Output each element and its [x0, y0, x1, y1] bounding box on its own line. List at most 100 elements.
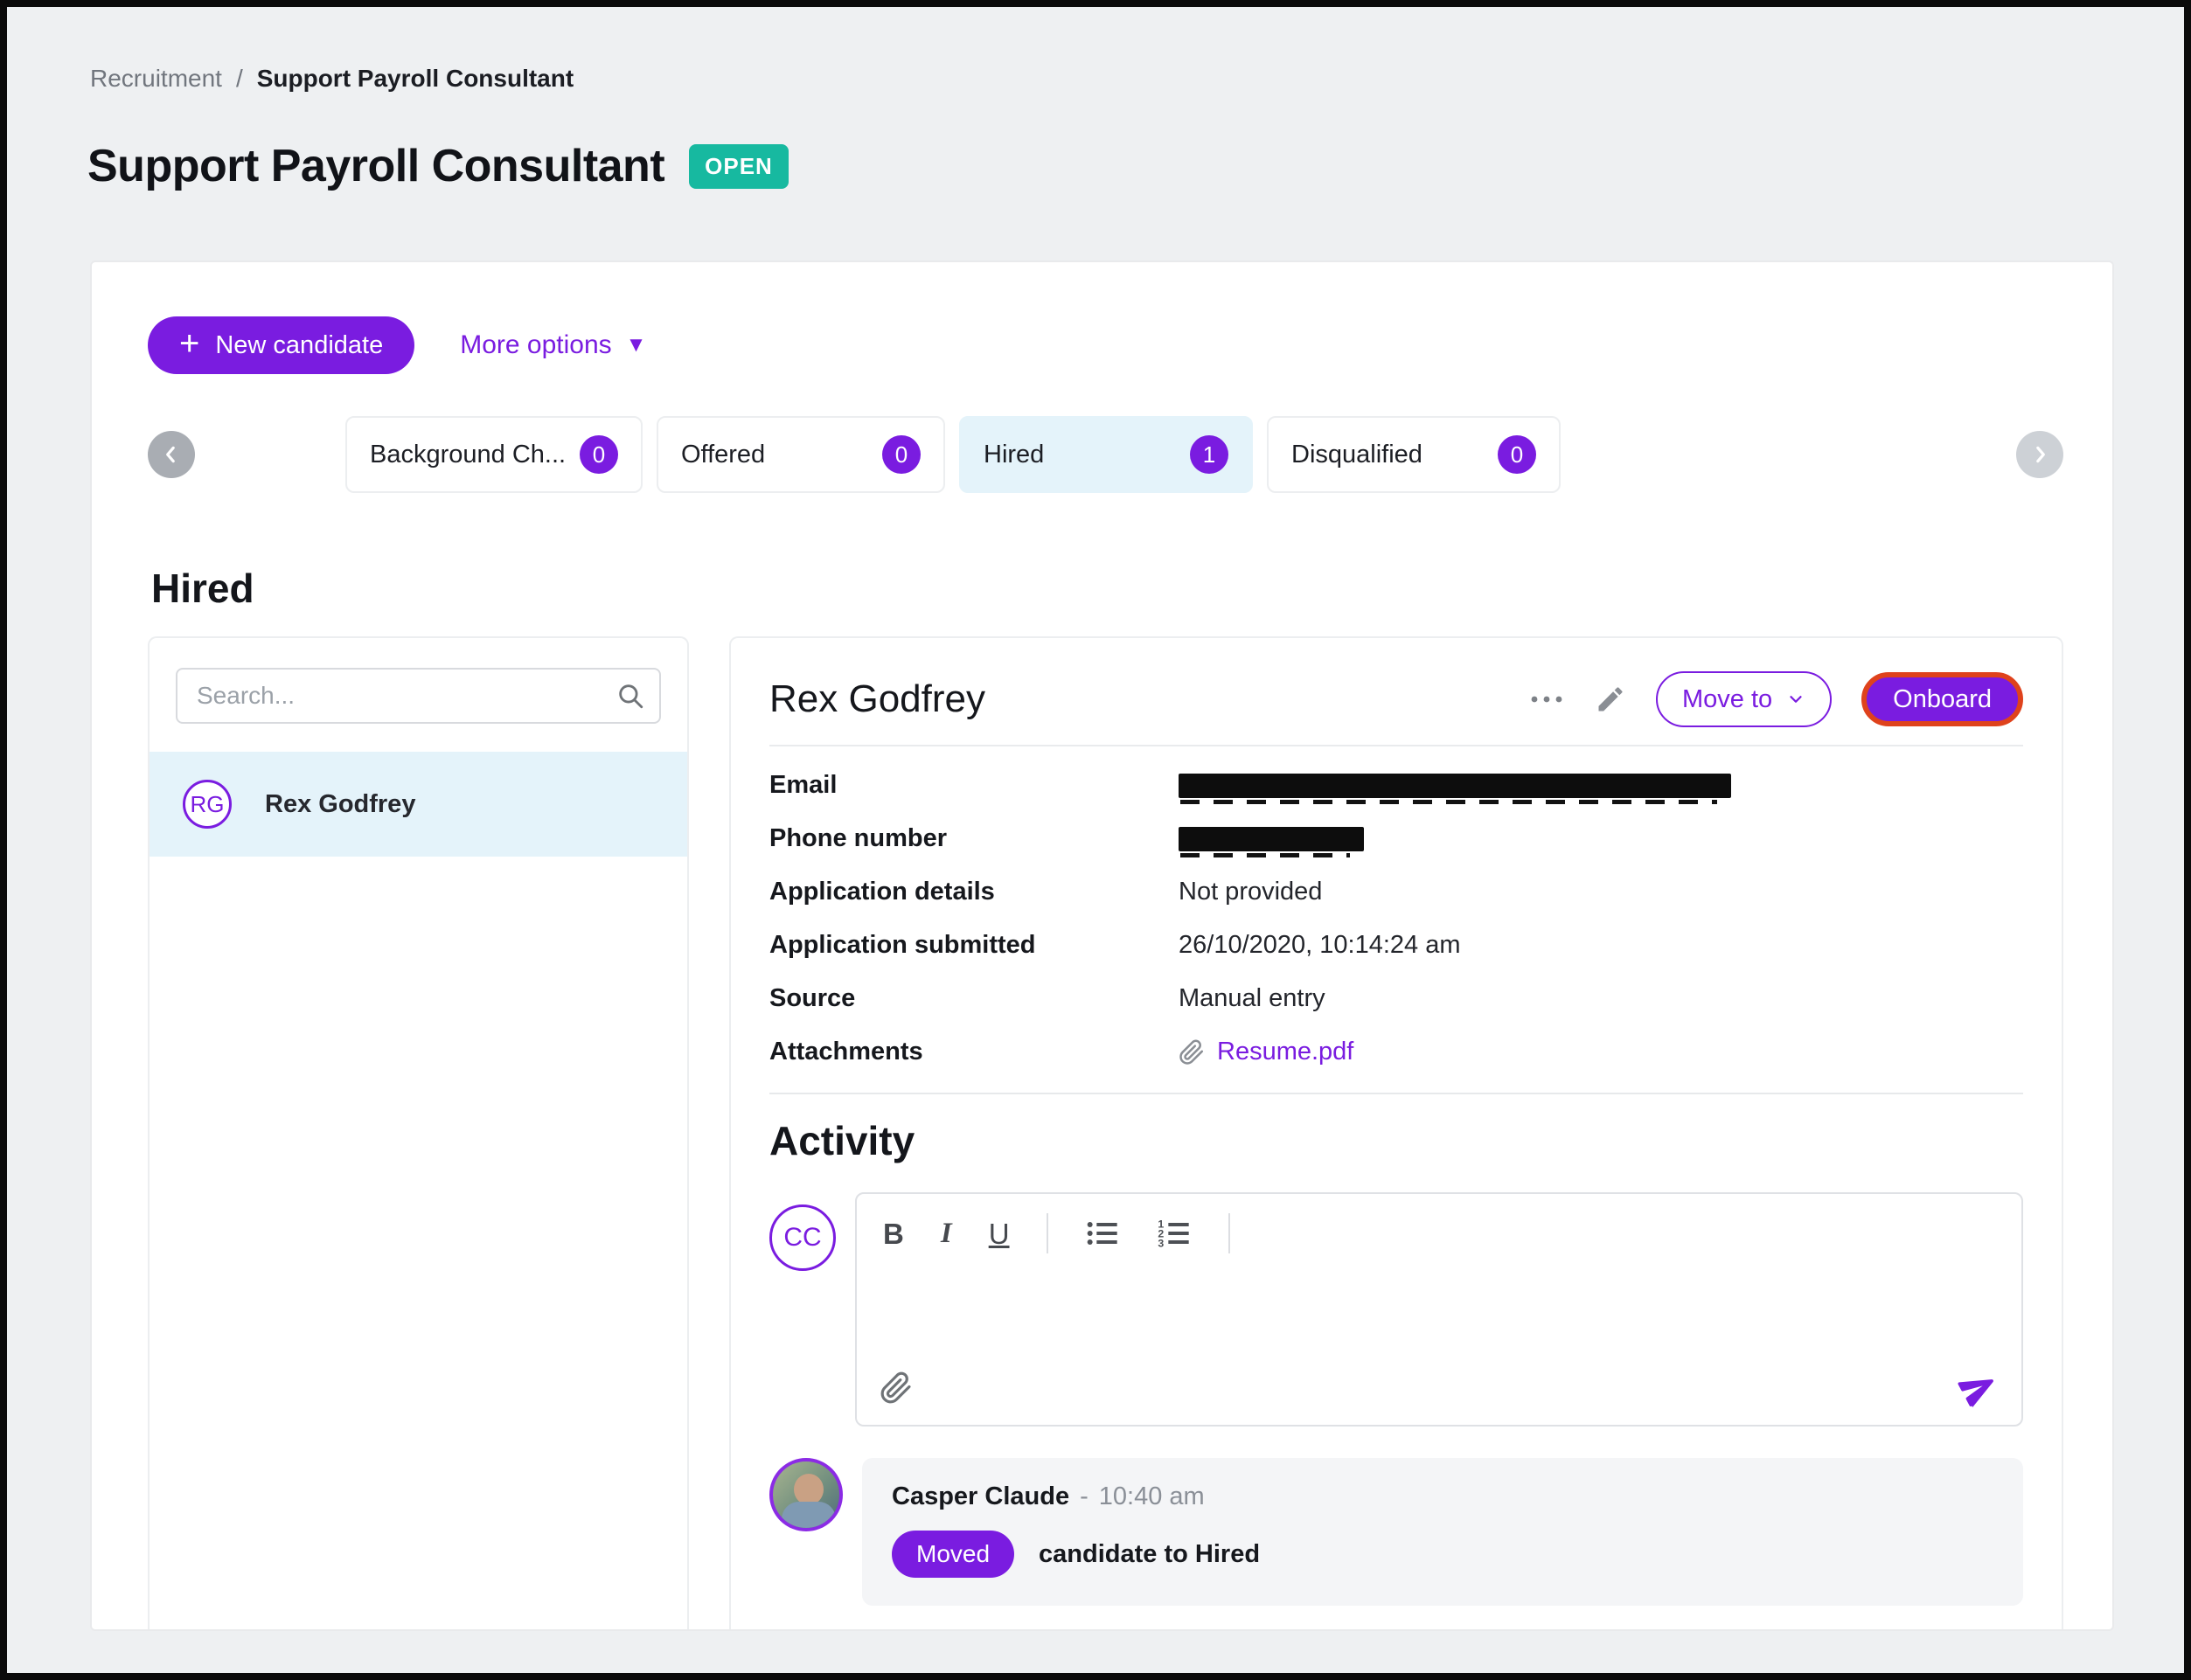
candidate-list-item[interactable]: RG Rex Godfrey: [150, 752, 687, 857]
chevron-down-icon: [1790, 696, 1802, 703]
more-actions-button[interactable]: [1528, 693, 1565, 705]
chevron-left-icon: [166, 446, 175, 463]
breadcrumb-separator: /: [235, 65, 243, 92]
underline-icon[interactable]: U: [988, 1217, 1010, 1250]
chevron-right-icon: [2036, 446, 2045, 463]
svg-text:2: 2: [1158, 1227, 1164, 1239]
detail-header: Rex Godfrey Move to Onboa: [769, 671, 2023, 727]
activity-heading: Activity: [769, 1118, 915, 1163]
field-value: 26/10/2020, 10:14:24 am: [1179, 931, 1461, 959]
field-label: Application details: [769, 878, 995, 906]
stage-label: Offered: [681, 440, 766, 469]
stage-cards: Background Ch... 0 Offered 0 Hired 1 Dis…: [345, 416, 1561, 493]
stage-offered[interactable]: Offered 0: [657, 416, 945, 493]
field-label: Attachments: [769, 1038, 923, 1066]
bold-icon[interactable]: B: [883, 1217, 904, 1250]
comment-input-area[interactable]: [857, 1259, 2021, 1369]
field-label: Phone number: [769, 824, 948, 852]
page-header: Support Payroll Consultant OPEN: [87, 140, 789, 192]
plus-icon: +: [179, 324, 200, 363]
current-user-avatar: CC: [769, 1204, 836, 1271]
toolbar-separator: [1228, 1213, 1230, 1253]
moved-badge: Moved: [892, 1531, 1015, 1578]
stage-label: Hired: [984, 440, 1045, 469]
send-comment-button[interactable]: [1958, 1369, 1999, 1408]
avatar-photo-head: [794, 1474, 824, 1505]
content-panels: RG Rex Godfrey Rex Godfrey: [148, 636, 2063, 1629]
send-icon: [1958, 1379, 1993, 1408]
attach-file-button[interactable]: [880, 1371, 913, 1405]
search-wrap: [176, 668, 661, 724]
stage-disqualified[interactable]: Disqualified 0: [1267, 416, 1561, 493]
more-options-button[interactable]: More options ▼: [460, 330, 646, 360]
stage-label: Disqualified: [1291, 440, 1422, 469]
editor-footer: [857, 1369, 2021, 1425]
field-source: Source Manual entry: [769, 972, 2023, 1025]
stages-scroll-left-button[interactable]: [148, 431, 195, 478]
candidate-list-panel: RG Rex Godfrey: [148, 636, 689, 1629]
activity-separator: -: [1080, 1482, 1089, 1510]
avatar-photo-body: [782, 1502, 836, 1528]
main-card: + New candidate More options ▼ Backgroun…: [90, 260, 2114, 1631]
search-icon: [616, 681, 645, 711]
svg-text:1: 1: [1158, 1218, 1164, 1230]
ellipsis-icon: [1531, 696, 1562, 703]
activity-entry-meta: Casper Claude - 10:40 am: [892, 1482, 1993, 1511]
stage-count-badge: 0: [580, 435, 618, 474]
activity-entry-text: candidate to Hired: [1039, 1539, 1261, 1568]
stage-count-badge: 1: [1190, 435, 1228, 474]
field-attachments: Attachments Resume.pdf: [769, 1025, 2023, 1079]
bullet-list-icon[interactable]: [1085, 1216, 1120, 1251]
dropdown-triangle-icon: ▼: [625, 333, 647, 357]
stage-section-heading: Hired: [151, 566, 254, 611]
stage-label: Background Ch...: [370, 440, 567, 469]
status-badge: OPEN: [689, 143, 789, 189]
toolbar-separator: [1046, 1213, 1048, 1253]
pipeline-stage-row: Background Ch... 0 Offered 0 Hired 1 Dis…: [148, 416, 2063, 493]
author-avatar: [769, 1458, 843, 1531]
onboard-label: Onboard: [1893, 684, 1992, 713]
redacted-phone-value: [1179, 826, 1364, 857]
fields-divider: [769, 1093, 2023, 1094]
detail-header-controls: Move to Onboard: [1528, 671, 2023, 727]
redacted-email-value: [1179, 773, 1731, 804]
stage-background-check[interactable]: Background Ch... 0: [345, 416, 643, 493]
candidate-detail-name: Rex Godfrey: [769, 677, 985, 720]
candidate-detail-panel: Rex Godfrey Move to Onboa: [729, 636, 2063, 1629]
activity-entry: Casper Claude - 10:40 am Moved candidate…: [769, 1458, 2023, 1606]
onboard-button[interactable]: Onboard: [1861, 672, 2023, 726]
new-candidate-button[interactable]: + New candidate: [148, 316, 415, 374]
candidate-list-name: Rex Godfrey: [265, 789, 416, 818]
paperclip-icon: [880, 1371, 911, 1404]
activity-entry-card: Casper Claude - 10:40 am Moved candidate…: [862, 1458, 2023, 1606]
paperclip-icon: [1179, 1039, 1204, 1065]
attachment-link[interactable]: Resume.pdf: [1217, 1038, 1354, 1066]
stages-scroll-right-button[interactable]: [2016, 431, 2063, 478]
activity-author: Casper Claude: [892, 1482, 1070, 1510]
italic-icon[interactable]: I: [940, 1217, 952, 1249]
stage-hired[interactable]: Hired 1: [959, 416, 1253, 493]
field-label: Email: [769, 771, 838, 799]
move-to-button[interactable]: Move to: [1655, 671, 1833, 727]
field-label: Application submitted: [769, 931, 1036, 959]
page-title: Support Payroll Consultant: [87, 141, 665, 191]
field-email: Email: [769, 759, 2023, 812]
candidate-fields: Email Phone number Application details N…: [769, 759, 2023, 1079]
header-divider: [769, 745, 2023, 746]
more-options-label: More options: [460, 330, 612, 359]
breadcrumb-recruitment[interactable]: Recruitment: [90, 65, 222, 92]
card-toolbar: + New candidate More options ▼: [148, 316, 646, 374]
search-input[interactable]: [176, 668, 661, 724]
activity-timestamp: 10:40 am: [1098, 1482, 1205, 1510]
field-value: Not provided: [1179, 878, 1323, 906]
edit-candidate-button[interactable]: [1595, 684, 1626, 715]
stage-count-badge: 0: [882, 435, 921, 474]
new-candidate-label: New candidate: [215, 330, 384, 359]
move-to-label: Move to: [1681, 684, 1773, 713]
field-application-submitted: Application submitted 26/10/2020, 10:14:…: [769, 919, 2023, 972]
field-phone: Phone number: [769, 812, 2023, 865]
candidate-avatar: RG: [183, 780, 232, 829]
